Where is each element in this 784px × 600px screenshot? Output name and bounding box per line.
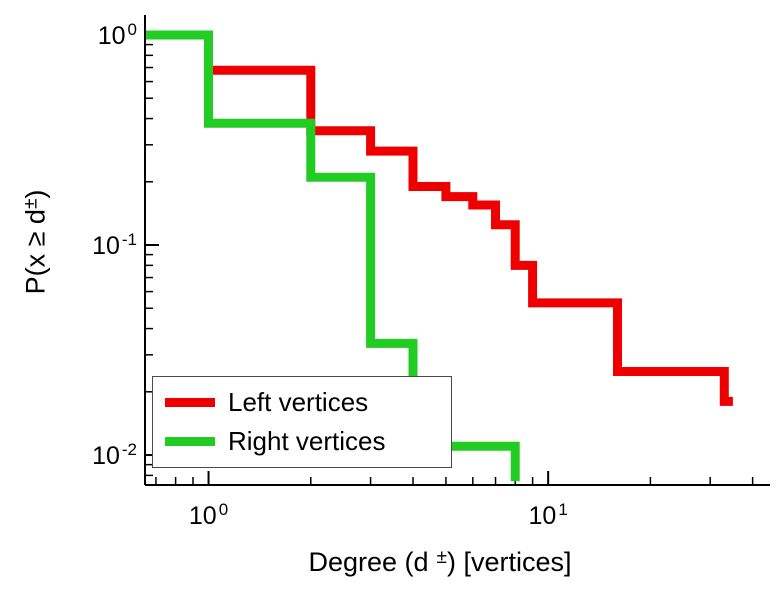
y-tick-label: 10 -1 bbox=[92, 230, 137, 260]
x-axis-label-sup: ± bbox=[436, 547, 447, 568]
x-axis-label-close: ) [vertices] bbox=[446, 547, 572, 577]
legend-item-left-vertices: Left vertices bbox=[165, 387, 439, 418]
legend: Left vertices Right vertices bbox=[152, 376, 452, 469]
x-axis-label-text: Degree (d bbox=[308, 547, 429, 577]
legend-swatch-left-vertices bbox=[165, 398, 215, 408]
legend-swatch-right-vertices bbox=[165, 437, 215, 447]
legend-label-left-vertices: Left vertices bbox=[228, 387, 369, 417]
x-tick-label: 10 0 bbox=[188, 500, 229, 530]
y-axis-label-sup: ± bbox=[20, 198, 42, 210]
x-axis-label: Degree (d ±) [vertices] bbox=[308, 547, 571, 578]
legend-item-right-vertices: Right vertices bbox=[165, 426, 439, 457]
y-axis-label-close: ) bbox=[20, 189, 51, 199]
series-line-0 bbox=[145, 30, 733, 406]
legend-label-right-vertices: Right vertices bbox=[228, 426, 386, 457]
y-tick-label: 10 0 bbox=[97, 19, 137, 50]
y-tick-label: 10 -2 bbox=[92, 440, 137, 471]
x-tick-label: 10 1 bbox=[528, 500, 568, 530]
